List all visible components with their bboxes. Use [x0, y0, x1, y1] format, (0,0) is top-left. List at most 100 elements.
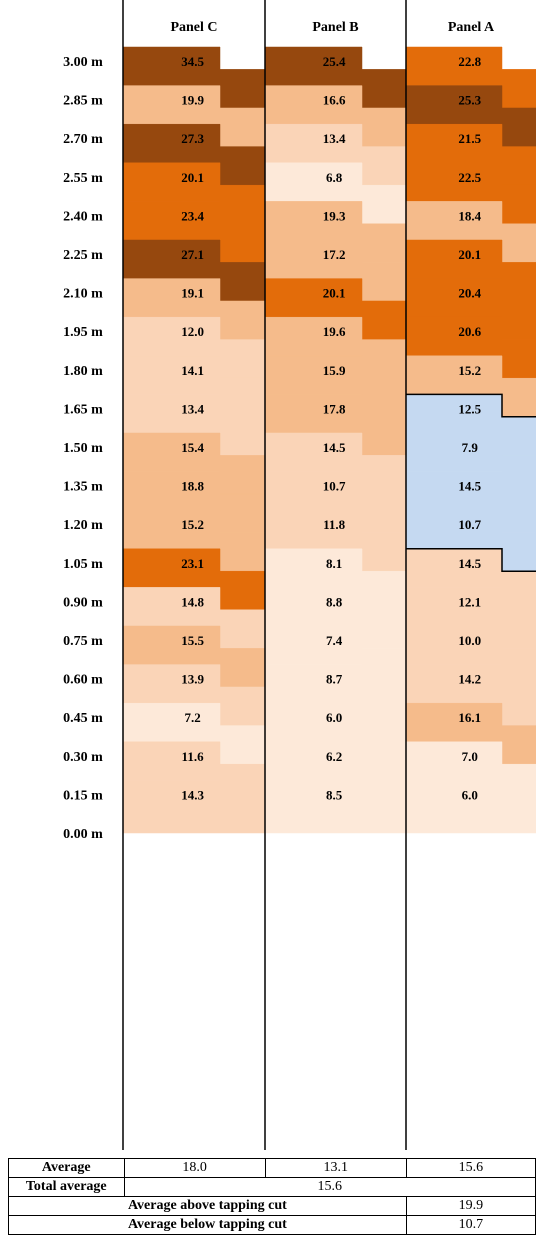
data-label-panel-c-6: 19.1 [181, 286, 204, 301]
data-label-panel-a-12: 10.7 [458, 517, 481, 532]
data-label-panel-a-5: 20.1 [458, 247, 481, 262]
data-label-panel-c-10: 15.4 [181, 440, 204, 455]
data-label-panel-b-18: 6.2 [326, 749, 342, 764]
depth-label-18: 0.30 m [63, 750, 103, 765]
data-label-panel-b-4: 19.3 [323, 208, 346, 223]
data-label-panel-b-7: 19.6 [323, 324, 346, 339]
cell-panel-a-19 [405, 780, 536, 834]
data-label-panel-a-8: 15.2 [458, 363, 481, 378]
data-label-panel-a-14: 12.1 [458, 594, 481, 609]
depth-label-3: 2.55 m [63, 171, 103, 186]
data-label-panel-a-13: 14.5 [458, 556, 481, 571]
data-label-panel-c-3: 20.1 [181, 170, 204, 185]
chart-borders [122, 0, 536, 1150]
data-label-panel-c-13: 23.1 [181, 556, 204, 571]
data-label-panel-b-2: 13.4 [323, 131, 346, 146]
depth-label-0: 3.00 m [63, 55, 103, 70]
data-label-panel-a-7: 20.6 [458, 324, 481, 339]
total-average-row: Total average 15.6 [8, 1177, 536, 1197]
data-label-panel-c-8: 14.1 [181, 363, 204, 378]
depth-label-7: 1.95 m [63, 325, 103, 340]
heatmap-chart: 34.5 19.9 27.3 20.1 23.4 27.1 19.1 12.0 14.1 13.4… [63, 0, 536, 1150]
data-label-panel-c-12: 15.2 [181, 517, 204, 532]
data-label-panel-b-3: 6.8 [326, 170, 343, 185]
data-label-panel-b-0: 25.4 [323, 54, 346, 69]
data-label-panel-a-18: 7.0 [462, 749, 478, 764]
average-panel-c: 18.0 [123, 1158, 266, 1178]
data-label-panel-c-19: 14.3 [181, 787, 204, 802]
data-label-panel-b-11: 10.7 [323, 479, 346, 494]
data-label-panel-b-1: 16.6 [323, 93, 346, 108]
data-label-panel-c-0: 34.5 [181, 54, 204, 69]
above-cut-label: Average above tapping cut [8, 1196, 407, 1216]
data-label-panel-b-8: 15.9 [323, 363, 346, 378]
data-label-panel-b-15: 7.4 [326, 633, 343, 648]
total-average-label: Total average [8, 1177, 125, 1197]
chart-labels: 34.5 19.9 27.3 20.1 23.4 27.1 19.1 12.0 14.1 13.4… [63, 20, 495, 842]
average-label: Average [8, 1158, 125, 1178]
data-label-panel-a-10: 7.9 [462, 440, 479, 455]
data-label-panel-a-1: 25.3 [458, 93, 481, 108]
data-label-panel-a-17: 16.1 [458, 710, 481, 725]
average-panel-a: 15.6 [405, 1158, 536, 1178]
column-header-panel-b: Panel B [312, 20, 358, 35]
data-label-panel-a-2: 21.5 [458, 131, 481, 146]
data-label-panel-a-16: 14.2 [458, 672, 481, 687]
depth-label-19: 0.15 m [63, 788, 103, 803]
data-label-panel-b-10: 14.5 [323, 440, 346, 455]
depth-label-8: 1.80 m [63, 364, 103, 379]
depth-label-20: 0.00 m [63, 827, 103, 842]
depth-label-16: 0.60 m [63, 673, 103, 688]
depth-label-15: 0.75 m [63, 634, 103, 649]
depth-label-13: 1.05 m [63, 557, 103, 572]
column-header-panel-a: Panel A [448, 20, 495, 35]
depth-label-1: 2.85 m [63, 94, 103, 109]
depth-label-6: 2.10 m [63, 287, 103, 302]
above-cut-value: 19.9 [405, 1196, 536, 1216]
data-label-panel-a-9: 12.5 [458, 401, 481, 416]
above-cut-row: Average above tapping cut 19.9 [8, 1196, 536, 1216]
average-row: Average 18.0 13.1 15.6 [8, 1158, 536, 1178]
depth-label-17: 0.45 m [63, 711, 103, 726]
data-label-panel-c-7: 12.0 [181, 324, 204, 339]
heatmap-cells [122, 46, 536, 834]
below-cut-row: Average below tapping cut 10.7 [8, 1215, 536, 1235]
data-label-panel-b-13: 8.1 [326, 556, 342, 571]
data-label-panel-a-15: 10.0 [458, 633, 481, 648]
data-label-panel-c-16: 13.9 [181, 672, 204, 687]
data-label-panel-b-9: 17.8 [323, 401, 346, 416]
data-label-panel-c-15: 15.5 [181, 633, 204, 648]
data-label-panel-b-5: 17.2 [323, 247, 346, 262]
below-cut-label: Average below tapping cut [8, 1215, 407, 1235]
depth-label-10: 1.50 m [63, 441, 103, 456]
data-label-panel-c-1: 19.9 [181, 93, 204, 108]
average-panel-b: 13.1 [264, 1158, 407, 1178]
below-cut-value: 10.7 [405, 1215, 536, 1235]
column-header-panel-c: Panel C [170, 20, 217, 35]
data-label-panel-c-9: 13.4 [181, 401, 204, 416]
data-label-panel-c-14: 14.8 [181, 594, 204, 609]
depth-label-14: 0.90 m [63, 595, 103, 610]
data-label-panel-b-12: 11.8 [323, 517, 346, 532]
data-label-panel-a-0: 22.8 [458, 54, 481, 69]
data-label-panel-b-19: 8.5 [326, 787, 343, 802]
data-label-panel-c-4: 23.4 [181, 208, 204, 223]
data-label-panel-a-4: 18.4 [458, 208, 481, 223]
data-label-panel-a-11: 14.5 [458, 479, 481, 494]
depth-label-4: 2.40 m [63, 209, 103, 224]
data-label-panel-a-19: 6.0 [462, 787, 478, 802]
data-label-panel-b-17: 6.0 [326, 710, 342, 725]
data-label-panel-c-2: 27.3 [181, 131, 204, 146]
data-label-panel-c-5: 27.1 [181, 247, 204, 262]
tapping-cut-line-1 [406, 548, 536, 572]
data-label-panel-a-3: 22.5 [458, 170, 481, 185]
depth-label-2: 2.70 m [63, 132, 103, 147]
tapping-cut-line-0 [406, 393, 536, 418]
depth-label-9: 1.65 m [63, 402, 103, 417]
data-label-panel-b-14: 8.8 [326, 594, 343, 609]
depth-label-12: 1.20 m [63, 518, 103, 533]
data-label-panel-c-11: 18.8 [181, 479, 204, 494]
data-label-panel-c-18: 11.6 [182, 749, 205, 764]
depth-label-5: 2.25 m [63, 248, 103, 263]
summary-table: Average 18.0 13.1 15.6 Total average 15.… [8, 1158, 536, 1235]
